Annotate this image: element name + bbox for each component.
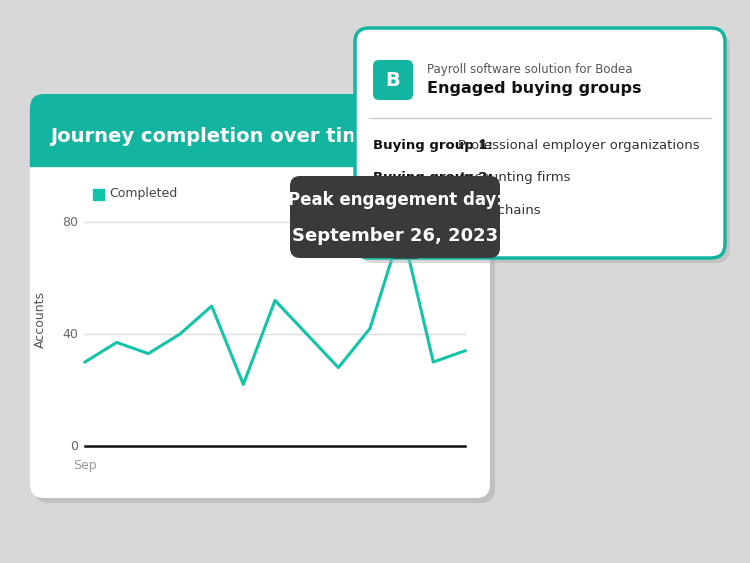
Text: Buying group 1:: Buying group 1: [373,140,493,153]
Text: Buying group 3:: Buying group 3: [373,203,493,217]
FancyBboxPatch shape [30,94,490,166]
Bar [93,189,104,200]
Text: Accounting firms: Accounting firms [458,172,571,185]
FancyBboxPatch shape [355,28,725,258]
Text: Hotel chains: Hotel chains [458,203,542,217]
FancyBboxPatch shape [30,108,490,498]
Text: Completed: Completed [109,187,177,200]
Text: Professional employer organizations: Professional employer organizations [458,140,700,153]
FancyBboxPatch shape [35,113,495,503]
Text: Journey completion over time: Journey completion over time [50,127,376,146]
Text: Payroll software solution for Bodea: Payroll software solution for Bodea [427,62,632,75]
Text: Sep: Sep [74,459,97,472]
Text: B: B [386,70,400,90]
Bar [30,108,490,166]
Text: Buying group 2:: Buying group 2: [373,172,493,185]
Text: 40: 40 [62,328,78,341]
FancyBboxPatch shape [290,176,500,258]
Text: September 26, 2023: September 26, 2023 [292,227,498,245]
Text: 0: 0 [70,440,78,453]
FancyBboxPatch shape [360,33,730,263]
FancyBboxPatch shape [373,60,413,100]
Text: Engaged buying groups: Engaged buying groups [427,82,641,96]
Polygon shape [394,225,418,258]
Text: 80: 80 [62,216,78,229]
Text: Peak engagement day:: Peak engagement day: [287,191,502,209]
Text: Accounts: Accounts [34,292,46,348]
